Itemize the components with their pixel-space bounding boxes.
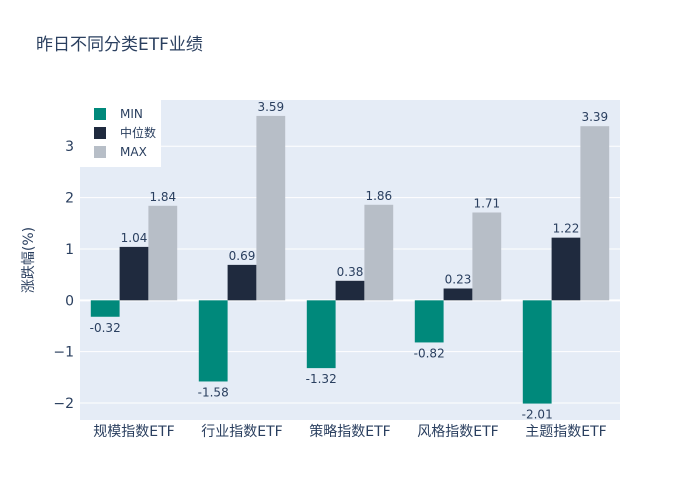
data-label: 1.04 bbox=[121, 231, 148, 245]
data-label: 1.71 bbox=[473, 196, 500, 210]
bar-MIN[interactable] bbox=[90, 300, 120, 317]
bar-MIN[interactable] bbox=[306, 300, 336, 369]
chart-title: 昨日不同分类ETF业绩 bbox=[36, 35, 203, 55]
data-label: -1.32 bbox=[306, 372, 337, 386]
data-label: 0.38 bbox=[337, 265, 364, 279]
bar-MIN[interactable] bbox=[414, 300, 444, 343]
bar-中位数[interactable] bbox=[227, 264, 257, 301]
legend-label[interactable]: MIN bbox=[120, 107, 143, 121]
bar-MAX[interactable] bbox=[364, 204, 394, 301]
bar-MIN[interactable] bbox=[198, 300, 228, 382]
bar-中位数[interactable] bbox=[551, 237, 581, 301]
y-tick-label: 0 bbox=[65, 293, 74, 309]
data-labels: -0.32 1.04 1.84 -1.58 0.69 3.59 -1.32 0.38 1.86 -… bbox=[90, 100, 608, 422]
data-label: 0.23 bbox=[445, 273, 472, 287]
bar-MIN[interactable] bbox=[522, 300, 552, 404]
y-tick-label: 2 bbox=[65, 191, 74, 207]
legend-label[interactable]: 中位数 bbox=[120, 125, 156, 140]
bars bbox=[90, 115, 610, 404]
bar-MAX[interactable] bbox=[580, 126, 610, 301]
legend-label[interactable]: MAX bbox=[120, 145, 147, 159]
bar-MAX[interactable] bbox=[256, 115, 286, 301]
data-label: 3.39 bbox=[581, 110, 608, 124]
bar-MAX[interactable] bbox=[472, 212, 502, 301]
x-category-label: 主题指数ETF bbox=[525, 424, 606, 440]
x-category-label: 策略指数ETF bbox=[309, 423, 390, 440]
bar-MAX[interactable] bbox=[148, 205, 178, 301]
y-tick-label: 1 bbox=[65, 242, 74, 258]
x-axis-categories: 规模指数ETF 行业指数ETF 策略指数ETF 风格指数ETF 主题指数ETF bbox=[93, 423, 606, 440]
data-label: 3.59 bbox=[257, 100, 284, 114]
legend-swatch bbox=[94, 127, 106, 139]
legend-swatch bbox=[94, 108, 106, 120]
data-label: 1.84 bbox=[149, 190, 176, 204]
x-category-label: 风格指数ETF bbox=[417, 424, 498, 440]
legend[interactable]: MIN 中位数 MAX bbox=[80, 100, 161, 167]
bar-中位数[interactable] bbox=[335, 280, 365, 301]
legend-background bbox=[80, 100, 161, 167]
data-label: 0.69 bbox=[229, 249, 256, 263]
data-label: -0.82 bbox=[414, 346, 445, 360]
y-tick-label: −2 bbox=[53, 396, 74, 412]
data-label: 1.86 bbox=[365, 189, 392, 203]
y-tick-label: −1 bbox=[53, 345, 74, 361]
data-label: 1.22 bbox=[553, 222, 580, 236]
data-label: -2.01 bbox=[522, 408, 553, 422]
y-axis-label: 涨跌幅(%) bbox=[21, 227, 37, 293]
y-tick-label: 3 bbox=[65, 139, 74, 155]
legend-swatch bbox=[94, 146, 106, 158]
data-label: -0.32 bbox=[90, 321, 121, 335]
x-category-label: 规模指数ETF bbox=[93, 424, 174, 440]
y-axis-ticks: −2 −1 0 1 2 3 bbox=[53, 139, 74, 412]
bar-中位数[interactable] bbox=[119, 246, 149, 301]
data-label: -1.58 bbox=[198, 385, 229, 399]
x-category-label: 行业指数ETF bbox=[201, 424, 282, 440]
bar-中位数[interactable] bbox=[443, 288, 473, 301]
